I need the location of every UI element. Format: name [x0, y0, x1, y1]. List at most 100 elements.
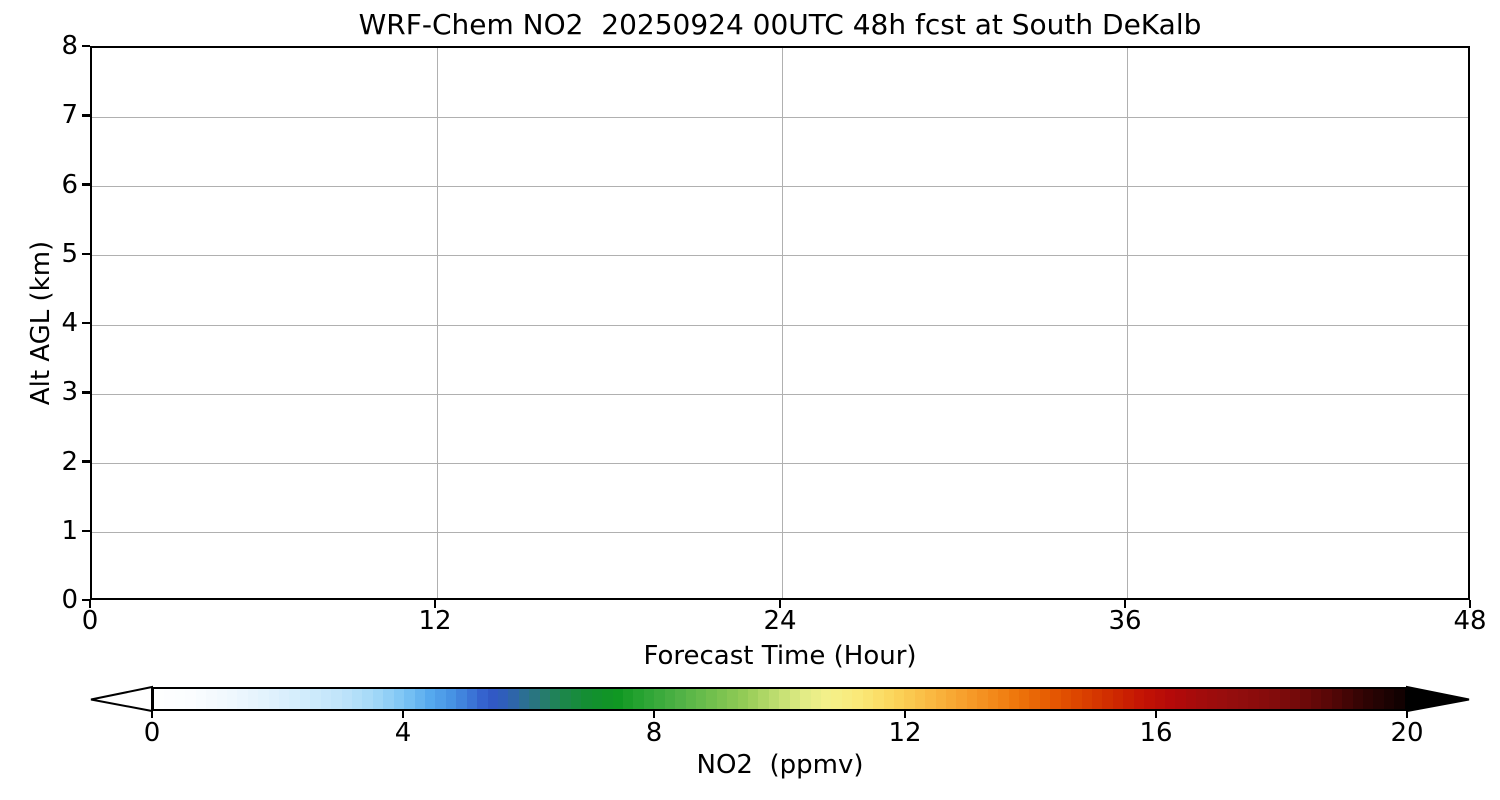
colorbar-segment: [1185, 689, 1197, 709]
colorbar-segment: [852, 689, 863, 709]
colorbar-segment: [1352, 689, 1363, 709]
colorbar-segment: [966, 689, 978, 709]
x-tick-label: 12: [418, 606, 452, 636]
colorbar-segment: [862, 689, 874, 709]
y-gridline: [92, 393, 1468, 395]
colorbar-segment: [508, 689, 519, 709]
colorbar-segment: [518, 689, 530, 709]
y-tick: [82, 598, 90, 602]
colorbar-segment: [977, 689, 988, 709]
colorbar-segment: [1289, 689, 1301, 709]
colorbar-segment: [352, 689, 363, 709]
colorbar-segment: [1019, 689, 1030, 709]
y-tick: [82, 252, 90, 255]
colorbar-segment: [1206, 689, 1218, 709]
colorbar-segment: [1362, 689, 1374, 709]
colorbar-segment: [893, 689, 905, 709]
chart-title: WRF-Chem NO2 20250924 00UTC 48h fcst at …: [358, 8, 1202, 41]
colorbar-segment: [477, 689, 488, 709]
colorbar-segment: [237, 689, 248, 709]
colorbar-segment: [1331, 689, 1343, 709]
colorbar-segment: [904, 689, 915, 709]
colorbar-segment: [1310, 689, 1322, 709]
colorbar-label: NO2 (ppmv): [696, 750, 864, 780]
colorbar-segment: [164, 689, 175, 709]
colorbar-segment: [1269, 689, 1280, 709]
colorbar-segment: [779, 689, 790, 709]
colorbar-segment: [1102, 689, 1113, 709]
colorbar-segment: [185, 689, 196, 709]
colorbar-segment: [289, 689, 300, 709]
colorbar-segment: [987, 689, 999, 709]
colorbar-segment: [216, 689, 227, 709]
y-tick: [82, 321, 90, 325]
colorbar-segment: [299, 689, 311, 709]
colorbar-segment: [633, 689, 644, 709]
colorbar-tick-label: 20: [1390, 718, 1424, 748]
colorbar-segment: [550, 689, 561, 709]
colorbar-segment: [810, 689, 821, 709]
colorbar-segment: [1060, 689, 1072, 709]
colorbar-segment: [1164, 689, 1176, 709]
colorbar-segment: [487, 689, 498, 709]
colorbar-segment: [1258, 689, 1270, 709]
y-gridline: [92, 186, 1468, 187]
colorbar-segment: [1383, 689, 1395, 709]
colorbar-segment: [748, 689, 759, 709]
colorbar-segment: [331, 689, 342, 709]
colorbar-segment: [664, 689, 676, 709]
colorbar-segment: [654, 689, 665, 709]
colorbar-segment: [675, 689, 686, 709]
y-gridline: [92, 255, 1468, 257]
colorbar-segment: [1373, 689, 1384, 709]
colorbar-segment: [873, 689, 884, 709]
colorbar-segment: [1279, 689, 1290, 709]
colorbar-segment: [529, 689, 540, 709]
colorbar-segment: [737, 689, 749, 709]
colorbar-segment: [1321, 689, 1332, 709]
colorbar-segment: [622, 689, 634, 709]
colorbar-segment: [612, 689, 623, 709]
colorbar-segment: [570, 689, 582, 709]
colorbar-segment: [310, 689, 321, 709]
colorbar-segment: [404, 689, 415, 709]
colorbar-segment: [206, 689, 217, 709]
colorbar-extend-arrows: [90, 685, 1470, 713]
y-tick: [82, 391, 90, 394]
colorbar-tick: [1406, 711, 1408, 718]
colorbar-segment: [174, 689, 186, 709]
y-tick: [82, 44, 90, 48]
plot-area: [90, 46, 1470, 600]
colorbar-segment: [1394, 689, 1405, 709]
y-tick: [82, 460, 90, 463]
y-tick-label: 2: [61, 446, 78, 477]
x-tick: [1468, 600, 1472, 608]
colorbar-tick: [1155, 711, 1157, 718]
colorbar-segment: [591, 689, 603, 709]
y-tick-label: 8: [61, 31, 78, 61]
x-tick-label: 48: [1453, 606, 1487, 636]
x-tick: [1123, 600, 1127, 608]
colorbar-tick: [402, 711, 404, 718]
colorbar-tick-label: 16: [1139, 718, 1173, 748]
colorbar-segment: [1091, 689, 1103, 709]
y-gridline: [92, 532, 1468, 534]
colorbar-segment: [456, 689, 467, 709]
colorbar-segment: [1050, 689, 1061, 709]
y-gridline: [92, 324, 1468, 326]
colorbar-segment: [445, 689, 457, 709]
colorbar-segment: [1071, 689, 1082, 709]
colorbar-segment: [1248, 689, 1259, 709]
colorbar-segment: [258, 689, 269, 709]
colorbar-tick: [653, 711, 655, 718]
x-axis-label: Forecast Time (Hour): [643, 641, 917, 671]
colorbar-extend-right-arrow: [1406, 685, 1470, 713]
colorbar-segment: [1237, 689, 1249, 709]
colorbar-extend-left-arrow: [90, 685, 153, 713]
colorbar-segment: [560, 689, 571, 709]
colorbar-segment: [800, 689, 811, 709]
colorbar-segment: [1154, 689, 1165, 709]
colorbar-segment: [320, 689, 332, 709]
colorbar-segment: [268, 689, 280, 709]
x-tick-label: 24: [763, 606, 797, 636]
